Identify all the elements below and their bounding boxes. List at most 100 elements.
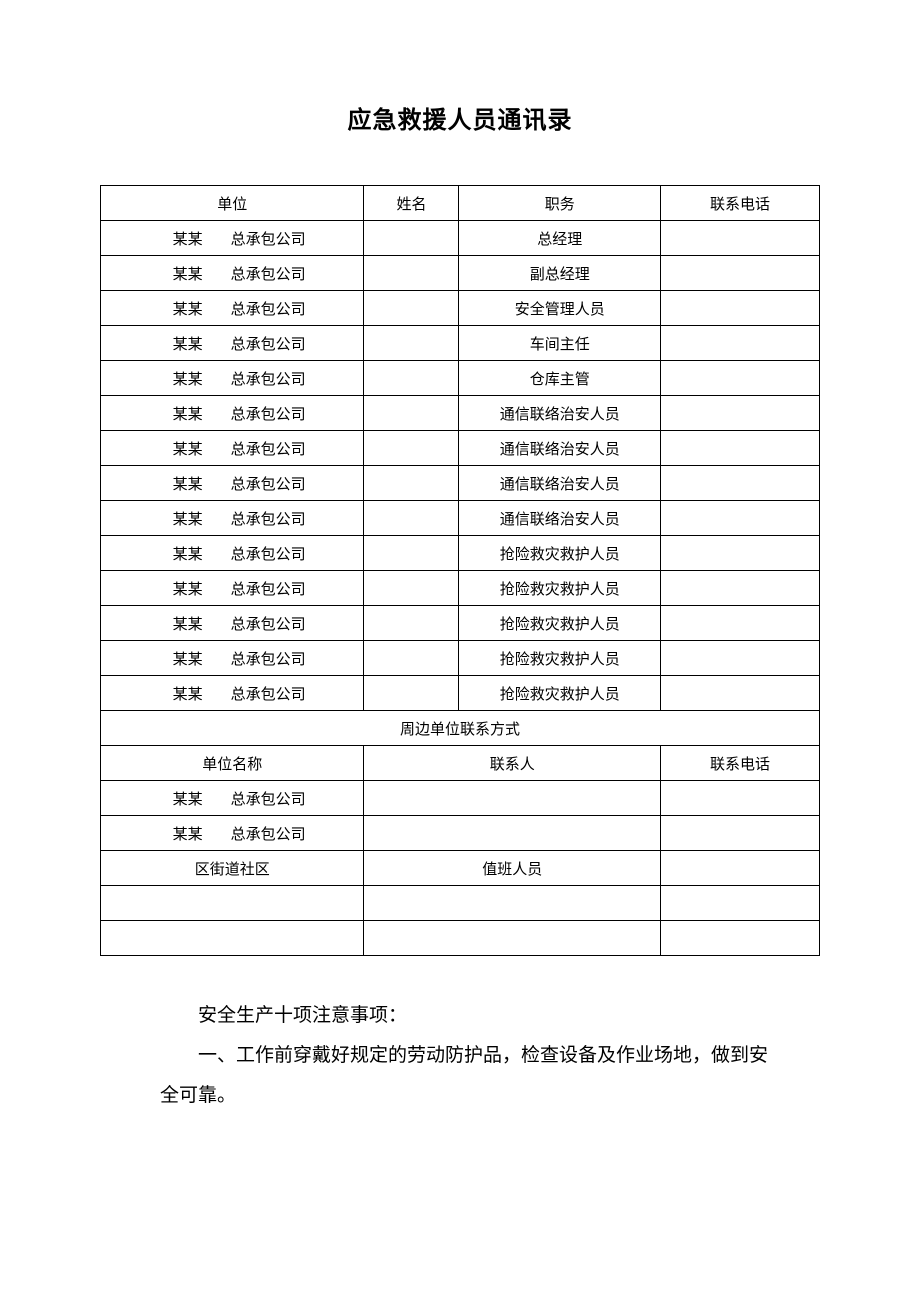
- unit-a: 某某: [101, 781, 223, 816]
- name-cell: [364, 536, 459, 571]
- unit-a: 某某: [101, 816, 223, 851]
- table-row: 某某 总承包公司 抢险救灾救护人员: [101, 606, 820, 641]
- phone-cell: [661, 501, 820, 536]
- table-header-row: 单位 姓名 职务 联系电话: [101, 186, 820, 221]
- table-row: [101, 921, 820, 956]
- role-cell: 通信联络治安人员: [459, 501, 661, 536]
- notes-heading: 安全生产十项注意事项：: [160, 996, 770, 1036]
- unit-b: 总承包公司: [223, 431, 364, 466]
- unit-full: 区街道社区: [101, 851, 364, 886]
- section2-title: 周边单位联系方式: [101, 711, 820, 746]
- unit-a: 某某: [101, 501, 223, 536]
- unit-a: 某某: [101, 641, 223, 676]
- page-title: 应急救援人员通讯录: [100, 100, 820, 135]
- unit-b: 总承包公司: [223, 361, 364, 396]
- phone-cell: [661, 641, 820, 676]
- phone-cell: [661, 221, 820, 256]
- phone-cell: [661, 396, 820, 431]
- notes-item: 一、工作前穿戴好规定的劳动防护品，检查设备及作业场地，做到安全可靠。: [160, 1036, 770, 1116]
- unit-a: 某某: [101, 361, 223, 396]
- phone-cell: [661, 851, 820, 886]
- phone-cell: [661, 291, 820, 326]
- contact-table: 单位 姓名 职务 联系电话 某某 总承包公司 总经理 某某 总承包公司 副总经理…: [100, 185, 820, 956]
- header-contact: 联系人: [364, 746, 661, 781]
- table-row: 某某 总承包公司 总经理: [101, 221, 820, 256]
- unit-full: [101, 921, 364, 956]
- table-row: 某某 总承包公司 安全管理人员: [101, 291, 820, 326]
- role-cell: 通信联络治安人员: [459, 431, 661, 466]
- phone-cell: [661, 606, 820, 641]
- unit-b: 总承包公司: [223, 326, 364, 361]
- role-cell: 车间主任: [459, 326, 661, 361]
- unit-a: 某某: [101, 291, 223, 326]
- name-cell: [364, 326, 459, 361]
- table-row: 某某 总承包公司 通信联络治安人员: [101, 396, 820, 431]
- role-cell: 副总经理: [459, 256, 661, 291]
- table-header-row: 单位名称 联系人 联系电话: [101, 746, 820, 781]
- table-row: 某某 总承包公司 车间主任: [101, 326, 820, 361]
- contact-cell: [364, 886, 661, 921]
- phone-cell: [661, 886, 820, 921]
- contact-cell: [364, 921, 661, 956]
- table-row: 某某 总承包公司 通信联络治安人员: [101, 501, 820, 536]
- table-row: 某某 总承包公司: [101, 816, 820, 851]
- table-row: 某某 总承包公司 仓库主管: [101, 361, 820, 396]
- name-cell: [364, 431, 459, 466]
- unit-a: 某某: [101, 676, 223, 711]
- phone-cell: [661, 361, 820, 396]
- name-cell: [364, 571, 459, 606]
- contact-cell: [364, 781, 661, 816]
- unit-b: 总承包公司: [223, 291, 364, 326]
- unit-a: 某某: [101, 536, 223, 571]
- unit-a: 某某: [101, 326, 223, 361]
- unit-b: 总承包公司: [223, 676, 364, 711]
- phone-cell: [661, 466, 820, 501]
- unit-a: 某某: [101, 221, 223, 256]
- unit-b: 总承包公司: [223, 571, 364, 606]
- table-row: 某某 总承包公司 通信联络治安人员: [101, 431, 820, 466]
- header-unit-name: 单位名称: [101, 746, 364, 781]
- unit-full: [101, 886, 364, 921]
- name-cell: [364, 501, 459, 536]
- unit-b: 总承包公司: [223, 256, 364, 291]
- unit-a: 某某: [101, 571, 223, 606]
- unit-b: 总承包公司: [223, 396, 364, 431]
- phone-cell: [661, 536, 820, 571]
- role-cell: 抢险救灾救护人员: [459, 676, 661, 711]
- unit-b: 总承包公司: [223, 536, 364, 571]
- unit-a: 某某: [101, 256, 223, 291]
- role-cell: 仓库主管: [459, 361, 661, 396]
- table-row: 某某 总承包公司 抢险救灾救护人员: [101, 641, 820, 676]
- section-header-row: 周边单位联系方式: [101, 711, 820, 746]
- table-row: 某某 总承包公司: [101, 781, 820, 816]
- name-cell: [364, 221, 459, 256]
- name-cell: [364, 396, 459, 431]
- phone-cell: [661, 326, 820, 361]
- phone-cell: [661, 431, 820, 466]
- name-cell: [364, 641, 459, 676]
- name-cell: [364, 676, 459, 711]
- table-row: 某某 总承包公司 通信联络治安人员: [101, 466, 820, 501]
- table-row: 某某 总承包公司 抢险救灾救护人员: [101, 676, 820, 711]
- header-role: 职务: [459, 186, 661, 221]
- role-cell: 抢险救灾救护人员: [459, 536, 661, 571]
- table-row: 区街道社区 值班人员: [101, 851, 820, 886]
- name-cell: [364, 466, 459, 501]
- header-unit: 单位: [101, 186, 364, 221]
- name-cell: [364, 606, 459, 641]
- unit-b: 总承包公司: [223, 781, 364, 816]
- role-cell: 安全管理人员: [459, 291, 661, 326]
- unit-a: 某某: [101, 466, 223, 501]
- unit-b: 总承包公司: [223, 816, 364, 851]
- unit-b: 总承包公司: [223, 501, 364, 536]
- role-cell: 通信联络治安人员: [459, 466, 661, 501]
- unit-a: 某某: [101, 396, 223, 431]
- phone-cell: [661, 676, 820, 711]
- unit-b: 总承包公司: [223, 641, 364, 676]
- phone-cell: [661, 781, 820, 816]
- table-row: [101, 886, 820, 921]
- name-cell: [364, 361, 459, 396]
- unit-a: 某某: [101, 606, 223, 641]
- phone-cell: [661, 816, 820, 851]
- contact-cell: 值班人员: [364, 851, 661, 886]
